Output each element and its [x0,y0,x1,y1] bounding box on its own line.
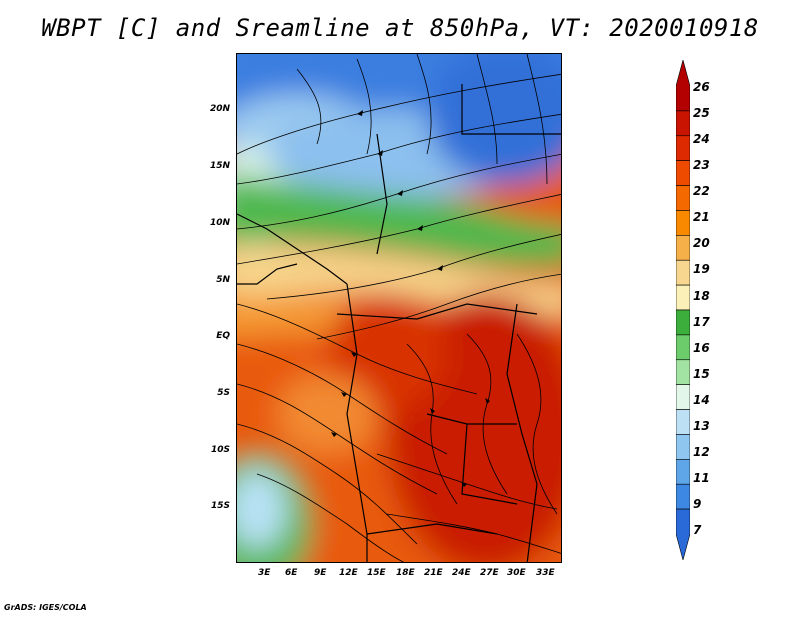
lon-label: 9E [314,568,327,578]
country-borders [237,84,561,562]
colorbar-label: 20 [693,236,710,250]
lat-label: 10S [210,445,230,455]
lat-label: 20N [209,104,230,114]
colorbar-swatch [676,210,690,236]
lon-label: 12E [339,568,358,578]
lon-label: 21E [424,568,443,578]
colorbar-label: 15 [693,367,710,381]
grads-credit: GrADS: IGES/COLA [4,603,87,612]
lat-label: 15S [210,501,230,511]
wbpt-shading [237,54,561,562]
colorbar-label: 14 [693,393,710,407]
lat-label: EQ [216,331,230,341]
colorbar-label: 25 [693,106,710,120]
streamline-arrows [331,110,490,487]
lat-label: 10N [209,218,230,228]
colorbar-swatch [676,284,690,311]
colorbar-swatch [676,384,690,410]
colorbar-label: 17 [693,315,710,329]
lon-label: 27E [480,568,499,578]
lon-label: 3E [258,568,271,578]
colorbar-label: 23 [693,158,710,172]
colorbar-label: 19 [693,262,710,276]
colorbar-label: 24 [693,132,710,146]
lon-label: 30E [507,568,526,578]
lon-label: 33E [536,568,555,578]
lon-label: 6E [285,568,298,578]
colorbar-label: 12 [693,445,710,459]
colorbar-label: 11 [693,471,710,485]
colorbar-label: 9 [693,497,702,511]
wbpt-streamline-map [236,53,562,563]
colorbar-swatch [676,60,690,112]
colorbar-swatch [676,259,690,286]
colorbar-label: 22 [693,184,710,198]
colorbar-swatch [676,334,690,361]
colorbar-swatch [676,434,690,460]
colorbar-swatch [676,459,690,485]
colorbar-swatch [676,135,690,161]
colorbar-swatch [676,309,690,336]
colorbar-swatch [676,110,690,137]
colorbar-label: 26 [693,80,710,94]
colorbar-label: 18 [693,289,710,303]
colorbar-swatch [676,235,690,261]
colorbar-swatch [676,409,690,435]
colorbar-swatch [676,483,690,510]
lon-label: 15E [367,568,386,578]
lon-label: 18E [396,568,415,578]
colorbar-label: 7 [693,523,702,537]
colorbar-label: 16 [693,341,710,355]
lat-label: 5S [217,388,230,398]
lon-label: 24E [452,568,471,578]
colorbar-swatch [676,160,690,186]
colorbar [676,60,690,560]
map-canvas [237,54,561,562]
lat-label: 5N [216,275,230,285]
colorbar-swatch [676,508,690,560]
chart-title: WBPT [C] and Sreamline at 850hPa, VT: 20… [41,14,759,42]
colorbar-swatch [676,185,690,211]
colorbar-swatch [676,359,690,385]
lat-label: 15N [209,161,230,171]
colorbar-label: 13 [693,419,710,433]
colorbar-label: 21 [693,210,710,224]
